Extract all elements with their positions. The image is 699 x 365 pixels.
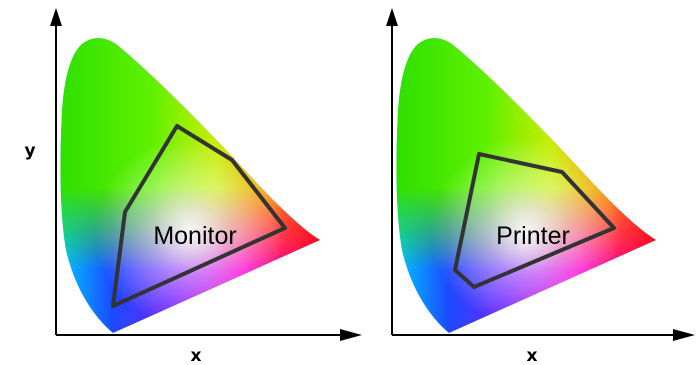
monitor-chromaticity-region: [60, 38, 321, 334]
monitor-panel: Monitor y x: [24, 8, 362, 365]
left-y-axis-arrow: [50, 8, 62, 26]
left-x-axis-arrow: [340, 329, 362, 341]
monitor-gamut-outline: [111, 124, 287, 308]
left-x-axis-label: x: [191, 346, 202, 365]
y-axis-label: y: [24, 141, 35, 161]
printer-gamut-label: Printer: [496, 222, 570, 250]
printer-panel: Printer x: [386, 8, 695, 365]
monitor-gamut-label: Monitor: [153, 222, 236, 250]
right-x-axis-label: x: [527, 346, 538, 365]
printer-gamut-outline: [453, 152, 616, 289]
right-y-axis-arrow: [386, 8, 398, 26]
right-x-axis-arrow: [673, 329, 695, 341]
printer-chromaticity-region: [396, 38, 657, 334]
